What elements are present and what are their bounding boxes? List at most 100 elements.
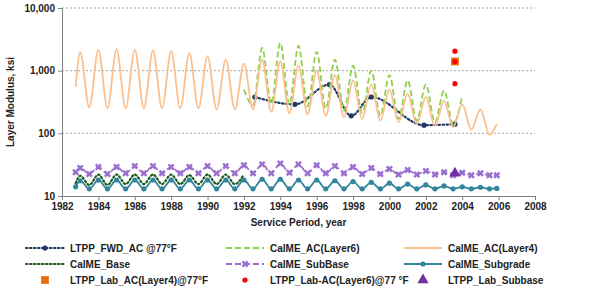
point bbox=[339, 168, 349, 178]
chart: 1982198419861988199019921994199619982000… bbox=[0, 0, 599, 288]
tick: 1986 bbox=[124, 196, 147, 212]
legend-marker bbox=[242, 277, 247, 282]
point bbox=[375, 169, 385, 179]
tick: 2000 bbox=[379, 196, 402, 212]
point bbox=[451, 58, 459, 66]
point bbox=[123, 186, 128, 191]
tick: 1996 bbox=[306, 196, 329, 212]
tick-mark bbox=[244, 196, 245, 200]
point bbox=[432, 186, 437, 191]
tick: 1984 bbox=[88, 196, 111, 212]
point bbox=[232, 186, 237, 191]
point bbox=[494, 186, 499, 191]
point bbox=[148, 161, 158, 171]
point bbox=[387, 181, 392, 186]
point bbox=[421, 166, 431, 176]
tick-mark bbox=[98, 196, 99, 200]
point bbox=[430, 169, 440, 179]
legend: LTPP_FWD_AC @77°F CalME_AC(Layer6) CalME_A… bbox=[26, 243, 544, 286]
legend-label: CalME_Base bbox=[70, 259, 130, 270]
point bbox=[302, 168, 312, 178]
point bbox=[311, 160, 321, 170]
point bbox=[248, 168, 258, 178]
tick-mark bbox=[462, 196, 463, 200]
tick-mark bbox=[58, 196, 62, 197]
point bbox=[421, 123, 426, 128]
point bbox=[305, 186, 310, 191]
axis-line bbox=[63, 197, 536, 201]
point bbox=[221, 161, 231, 171]
tick-label: 1986 bbox=[124, 201, 147, 212]
legend-marker bbox=[420, 261, 425, 266]
point bbox=[73, 184, 78, 189]
point bbox=[393, 169, 403, 179]
point bbox=[466, 170, 476, 180]
point bbox=[266, 168, 276, 178]
y-axis: 101001,00010,000 bbox=[24, 3, 62, 202]
point bbox=[169, 177, 174, 182]
tick-mark bbox=[171, 196, 172, 200]
tick: 2004 bbox=[452, 196, 475, 212]
point bbox=[360, 186, 365, 191]
plot: 1982198419861988199019921994199619982000… bbox=[24, 3, 547, 212]
point bbox=[369, 180, 374, 185]
point bbox=[159, 186, 164, 191]
point bbox=[166, 162, 176, 172]
point bbox=[478, 185, 483, 190]
point bbox=[293, 159, 303, 169]
legend-item: CalME_Base bbox=[26, 259, 130, 270]
grid-line bbox=[62, 70, 535, 71]
point bbox=[349, 113, 354, 118]
tick-label: 10,000 bbox=[24, 3, 55, 14]
point bbox=[269, 186, 274, 191]
legend-label: CalME_AC(Layer4) bbox=[448, 243, 537, 254]
point bbox=[205, 177, 210, 182]
point bbox=[278, 177, 283, 182]
legend-label: LTPP_Lab-AC(Layer6)@77 °F bbox=[270, 275, 409, 286]
point bbox=[132, 177, 137, 182]
point bbox=[184, 162, 194, 172]
tick-label: 100 bbox=[38, 128, 55, 139]
tick-label: 1982 bbox=[51, 201, 74, 212]
tick-mark bbox=[280, 196, 281, 200]
tick-mark bbox=[426, 196, 427, 200]
series-line bbox=[76, 49, 497, 135]
point bbox=[223, 177, 228, 182]
legend-swatch bbox=[404, 247, 442, 249]
point bbox=[150, 177, 155, 182]
tick-label: 1990 bbox=[197, 201, 220, 212]
point bbox=[130, 161, 140, 171]
point bbox=[460, 184, 465, 189]
legend-item: CalME_Subgrade bbox=[404, 259, 531, 270]
point bbox=[439, 167, 449, 177]
tick-mark bbox=[58, 71, 62, 72]
tick: 10,000 bbox=[24, 3, 62, 14]
tick-label: 2008 bbox=[524, 201, 547, 212]
x-axis-title: Service Period, year bbox=[251, 217, 347, 228]
tick: 2008 bbox=[524, 196, 547, 212]
point bbox=[475, 168, 485, 178]
point bbox=[141, 186, 146, 191]
point bbox=[492, 170, 502, 180]
point bbox=[193, 168, 203, 178]
point bbox=[452, 59, 457, 64]
point bbox=[441, 183, 446, 188]
legend-label: CalME_AC(Layer6) bbox=[270, 243, 359, 254]
point bbox=[405, 181, 410, 186]
legend-marker bbox=[240, 259, 250, 269]
point bbox=[452, 81, 457, 86]
legend-item: LTPP_Lab_Subbase bbox=[417, 273, 543, 285]
tick-mark bbox=[499, 196, 500, 200]
tick: 100 bbox=[38, 128, 62, 139]
point bbox=[469, 186, 474, 191]
point bbox=[114, 177, 119, 182]
point bbox=[396, 186, 401, 191]
legend-item: CalME_SubBase bbox=[226, 259, 349, 270]
y-axis-title: Layer Modulus, ksi bbox=[5, 57, 16, 147]
tick: 10 bbox=[44, 191, 62, 202]
point bbox=[211, 168, 221, 178]
legend-label: LTPP_FWD_AC @77°F bbox=[70, 243, 177, 254]
tick-label: 1988 bbox=[161, 201, 184, 212]
point bbox=[296, 177, 301, 182]
point bbox=[257, 159, 267, 169]
